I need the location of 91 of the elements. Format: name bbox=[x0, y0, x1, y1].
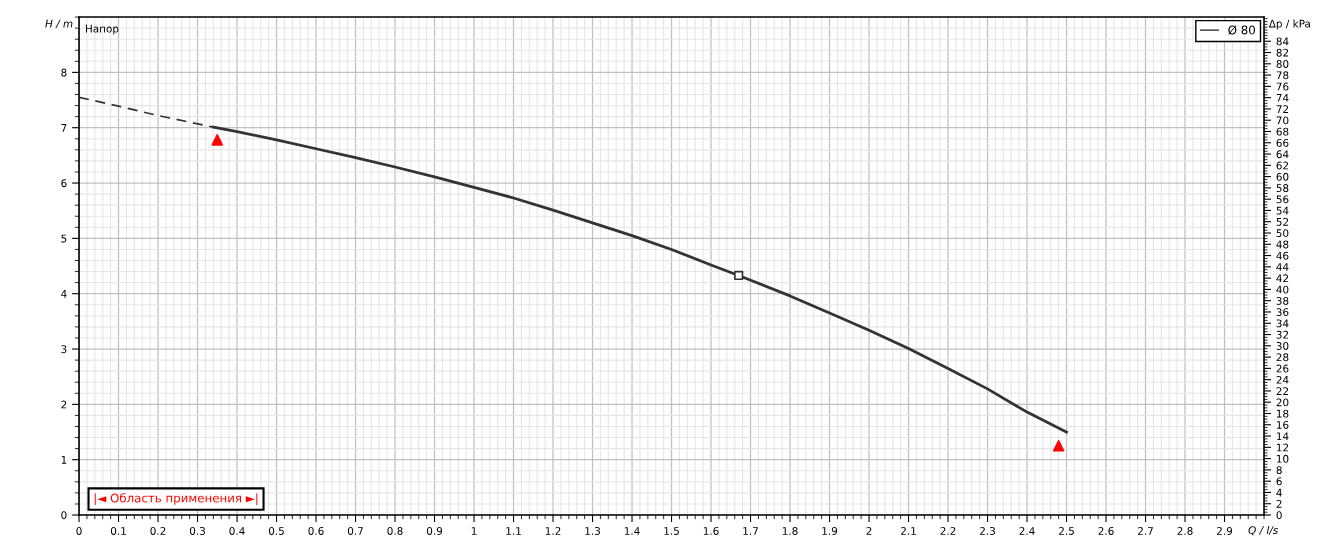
x-axis-title: Q / l/s bbox=[1248, 525, 1279, 536]
x-tick-label: 0 bbox=[76, 527, 82, 535]
x-tick-label: 0.1 bbox=[110, 527, 126, 535]
x-tick-label: 0.8 bbox=[387, 527, 403, 535]
x-tick-label: 2.3 bbox=[980, 527, 995, 535]
x-tick-label: 2.5 bbox=[1059, 527, 1074, 535]
y2-tick-label: 82 bbox=[1276, 48, 1289, 57]
y2-tick-label: 20 bbox=[1276, 398, 1289, 407]
y2-tick-label: 62 bbox=[1276, 161, 1289, 170]
y2-tick-label: 72 bbox=[1276, 105, 1289, 113]
y2-tick-label: 78 bbox=[1276, 71, 1289, 80]
y-tick-label: 2 bbox=[61, 400, 67, 409]
y2-tick-label: 74 bbox=[1276, 94, 1289, 102]
x-tick-label: 0.9 bbox=[426, 527, 443, 535]
y2-tick-label: 6 bbox=[1276, 477, 1282, 486]
annotation: Напор bbox=[85, 24, 119, 35]
y2-tick-label: 30 bbox=[1276, 342, 1289, 350]
y2-tick-label: 44 bbox=[1276, 263, 1289, 271]
y2-tick-label: 60 bbox=[1276, 172, 1289, 181]
x-tick-label: 2.1 bbox=[901, 527, 916, 535]
y-tick-label: 6 bbox=[61, 179, 67, 188]
y2-tick-label: 12 bbox=[1276, 443, 1289, 452]
x-tick-label: 1.4 bbox=[624, 527, 640, 535]
x-tick-label: 1.9 bbox=[822, 527, 838, 535]
x-tick-label: 2 bbox=[866, 527, 872, 535]
y2-tick-label: 32 bbox=[1276, 330, 1289, 339]
y2-tick-label: 28 bbox=[1276, 353, 1289, 362]
y2-tick-label: 40 bbox=[1276, 285, 1289, 294]
y2-tick-label: 52 bbox=[1276, 217, 1289, 226]
x-tick-label: 1.1 bbox=[506, 527, 521, 535]
x-tick-label: 1.5 bbox=[664, 527, 679, 535]
y2-tick-label: 42 bbox=[1276, 274, 1289, 283]
x-tick-label: 2.8 bbox=[1177, 527, 1193, 535]
y-tick-label: 3 bbox=[61, 345, 67, 354]
y2-tick-label: 4 bbox=[1276, 488, 1282, 497]
y2-tick-label: 22 bbox=[1276, 387, 1289, 395]
y2-tick-label: 38 bbox=[1276, 296, 1289, 305]
y2-tick-label: 8 bbox=[1276, 466, 1282, 474]
x-tick-label: 0.6 bbox=[308, 527, 324, 535]
y2-tick-label: 84 bbox=[1276, 37, 1289, 46]
y-tick-label: 0 bbox=[61, 511, 67, 520]
y2-tick-label: 64 bbox=[1276, 150, 1289, 159]
legend-label: Ø 80 bbox=[1228, 25, 1255, 35]
x-tick-label: 1.3 bbox=[585, 527, 600, 535]
x-tick-label: 1.8 bbox=[782, 527, 798, 535]
x-tick-label: 1.7 bbox=[743, 527, 758, 535]
y-axis-title: H / m bbox=[45, 19, 73, 29]
y2-tick-label: 18 bbox=[1276, 409, 1289, 418]
point bbox=[734, 270, 744, 281]
y2-tick-label: 26 bbox=[1276, 364, 1289, 373]
x-tick-label: 2.4 bbox=[1019, 527, 1035, 535]
y-tick-label: 4 bbox=[61, 290, 67, 298]
y2-tick-label: 48 bbox=[1276, 240, 1289, 249]
y-tick-label: 7 bbox=[61, 124, 67, 132]
annotation: |◄ Область применения ►| bbox=[94, 493, 258, 506]
y2-tick-label: 66 bbox=[1276, 139, 1289, 147]
x-tick-label: 2.9 bbox=[1217, 527, 1233, 535]
x-tick-label: 2.6 bbox=[1098, 527, 1114, 535]
x-tick-label: 0.3 bbox=[189, 527, 205, 535]
y2-tick-label: 68 bbox=[1276, 127, 1289, 136]
y-tick-label: 8 bbox=[61, 68, 67, 77]
x-tick-label: 1 bbox=[471, 527, 477, 535]
y-tick-label: 5 bbox=[61, 234, 67, 243]
y2-tick-label: 46 bbox=[1276, 251, 1289, 260]
y2-tick-label: 36 bbox=[1276, 308, 1289, 317]
y2-tick-label: 0 bbox=[1276, 511, 1282, 520]
y2-tick-label: 80 bbox=[1276, 60, 1289, 68]
y2-tick-label: 50 bbox=[1276, 229, 1289, 238]
y2-tick-label: 58 bbox=[1276, 184, 1289, 192]
y2-tick-label: 10 bbox=[1276, 454, 1289, 463]
y2-tick-label: 24 bbox=[1276, 375, 1289, 384]
y2-tick-label: 70 bbox=[1276, 116, 1289, 125]
y2-axis-title: Δp / kPa bbox=[1268, 19, 1310, 30]
y-tick-label: 1 bbox=[61, 456, 67, 464]
y2-tick-label: 56 bbox=[1276, 195, 1289, 204]
x-tick-label: 1.2 bbox=[545, 527, 561, 535]
x-tick-label: 0.4 bbox=[229, 527, 245, 535]
y2-tick-label: 34 bbox=[1276, 319, 1289, 328]
x-tick-label: 0.5 bbox=[268, 527, 284, 535]
y2-tick-label: 54 bbox=[1276, 206, 1289, 215]
point bbox=[1052, 440, 1065, 452]
y2-tick-label: 2 bbox=[1276, 499, 1282, 508]
y2-tick-label: 14 bbox=[1276, 432, 1289, 441]
y2-tick-label: 16 bbox=[1276, 421, 1289, 429]
x-tick-label: 0.2 bbox=[150, 527, 166, 535]
y2-tick-label: 76 bbox=[1276, 82, 1289, 91]
x-tick-label: 1.6 bbox=[703, 527, 719, 535]
x-tick-label: 2.2 bbox=[940, 527, 956, 535]
x-tick-label: 2.7 bbox=[1138, 527, 1153, 535]
x-tick-label: 0.7 bbox=[347, 527, 363, 535]
point bbox=[211, 134, 224, 146]
